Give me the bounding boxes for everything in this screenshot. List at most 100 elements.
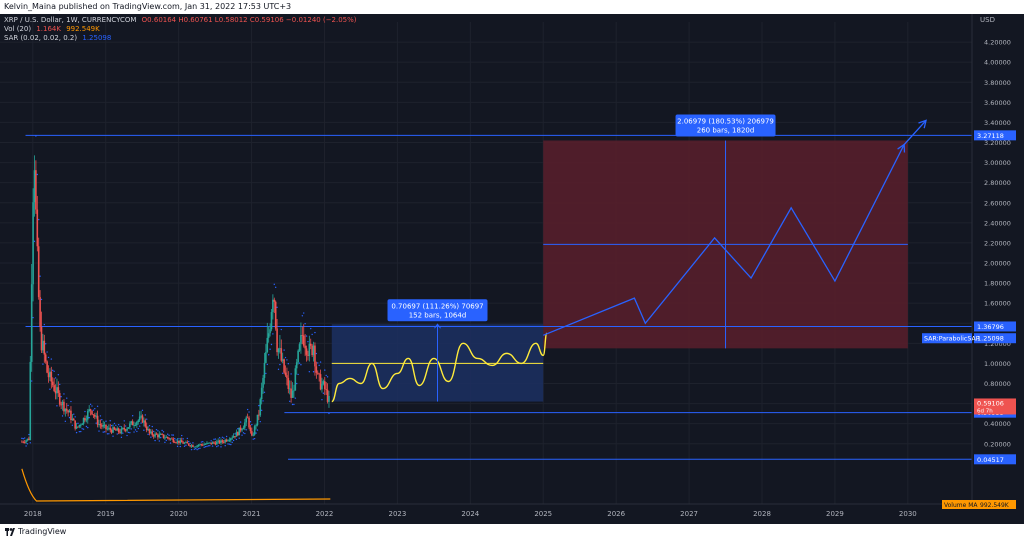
sar-dot: [108, 433, 110, 435]
price-axis-tick: 2.20000: [984, 239, 1011, 247]
candle-body: [187, 443, 190, 446]
candle-body: [213, 442, 215, 444]
horizontal-levels[interactable]: [25, 134, 972, 460]
sar-dot: [60, 396, 62, 398]
candle-body: [151, 431, 154, 436]
candle-body: [85, 419, 88, 421]
sar-dot: [189, 442, 191, 445]
candle-body: [91, 410, 93, 415]
sar-dot: [246, 408, 249, 411]
sar-dot: [281, 372, 284, 375]
sar-dot: [134, 429, 137, 431]
sar-dot: [290, 373, 292, 375]
volume-ma-name: Volume MA: [944, 502, 978, 509]
sar-dot: [167, 433, 169, 435]
sar-dot: [193, 448, 196, 450]
tradingview-brand[interactable]: TradingView: [18, 527, 67, 536]
sar-dot: [136, 430, 138, 433]
candle-body: [316, 372, 319, 374]
sar-dot: [310, 327, 312, 330]
candle-body: [102, 425, 105, 427]
candle-body: [57, 387, 60, 394]
candle-body: [130, 421, 133, 424]
sar-dot: [33, 240, 36, 243]
candle-body: [44, 354, 47, 362]
candle-body: [294, 368, 297, 391]
legend-symbol-row: XRP / U.S. Dollar, 1W, CURRENCYCOM O0.60…: [4, 16, 360, 24]
candle-body: [70, 410, 72, 421]
time-axis-tick: 2022: [316, 510, 334, 518]
candle-body: [46, 361, 48, 373]
sar-dot: [197, 448, 200, 450]
candle-body: [245, 417, 248, 423]
candle-body: [99, 424, 102, 426]
candle-body: [60, 404, 62, 406]
target-measure-label-line2: 260 bars, 1820d: [697, 126, 755, 134]
candle-body: [157, 434, 159, 438]
candle-body: [49, 371, 51, 378]
candle-body: [288, 388, 291, 390]
sar-dot: [158, 440, 160, 442]
time-axis[interactable]: 2018 2019 2020 2021 2022 2023 2024 2025 2026 2027…: [0, 503, 1024, 524]
candle-body: [217, 440, 219, 442]
sar-dot: [318, 364, 320, 367]
sar-dot: [231, 441, 233, 444]
candle-body: [300, 335, 302, 345]
candle-body: [116, 428, 119, 431]
candle-body: [169, 438, 172, 440]
sar-dot: [119, 425, 121, 428]
candle-body: [36, 209, 39, 247]
candle-body: [295, 362, 298, 369]
candle-body: [298, 344, 301, 351]
candle-body: [159, 434, 162, 436]
candle-body: [238, 427, 241, 436]
candle-body: [279, 348, 281, 350]
sar-dot: [71, 424, 74, 426]
candle-body: [244, 422, 246, 428]
sar-dot: [294, 397, 297, 399]
sar-dot: [317, 362, 319, 364]
legend-sar-label: SAR (0.02, 0.02, 0.2): [4, 34, 78, 42]
sar-dot: [129, 432, 131, 434]
price-axis-tick: 2.80000: [984, 179, 1011, 187]
sar-dot: [251, 423, 253, 426]
footer-bar: TradingView: [0, 524, 1024, 540]
candle-body: [95, 415, 97, 417]
sar-dot: [40, 298, 43, 301]
candle-body: [117, 428, 120, 433]
price-axis-tick: 2.60000: [984, 199, 1011, 207]
level-tag-bg: [974, 321, 1016, 332]
sar-dot: [53, 370, 55, 373]
sar-dot: [161, 429, 163, 432]
sar-dot: [144, 414, 146, 416]
sar-dot: [123, 420, 125, 422]
range-measure-arrowhead: [434, 323, 441, 329]
price-axis[interactable]: USD-0.400000.200000.400000.600000.800001…: [971, 14, 1024, 524]
candle-body: [23, 442, 26, 444]
sar-dot: [199, 447, 201, 449]
price-series: [21, 155, 330, 449]
candle-body: [185, 442, 187, 443]
sar-dot: [112, 435, 114, 437]
candle-body: [115, 429, 117, 431]
candle-body: [192, 445, 194, 448]
sar-dot: [64, 420, 67, 423]
candle-body: [287, 377, 290, 389]
sar-dot: [22, 438, 24, 440]
candle-body: [113, 427, 116, 430]
candle-body: [208, 442, 211, 444]
sar-dot: [138, 425, 141, 427]
sar-dot: [59, 383, 61, 386]
candle-body: [22, 441, 25, 443]
candle-body: [101, 425, 103, 427]
candle-body: [200, 444, 203, 446]
projection-path: [542, 119, 927, 336]
sar-dot: [225, 435, 228, 438]
sar-dot: [232, 439, 235, 442]
candle-body: [242, 427, 245, 430]
candle-body: [305, 348, 308, 355]
price-axis-tick: 3.60000: [984, 99, 1011, 107]
sar-dot: [42, 363, 44, 365]
